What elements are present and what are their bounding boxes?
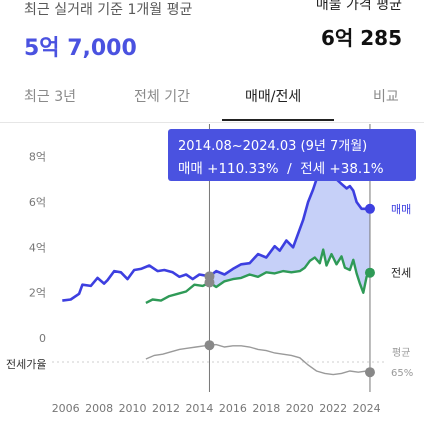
tooltip-jeonse-change: +38.1% [329, 161, 384, 177]
price-basis-subtitle: 최근 실거래 기준 1개월 평균 [24, 2, 193, 18]
tooltip-sale-label: 매매 [178, 161, 203, 177]
x-tick-label-4: 2014 [185, 402, 213, 415]
y-tick-label-3: 2억 [29, 287, 46, 300]
jeonse-start-point [204, 277, 215, 288]
jeonse-end-label: 전세 [391, 267, 411, 280]
x-tick-label-3: 2012 [152, 402, 180, 415]
x-tick-label-0: 2006 [52, 402, 80, 415]
period-tabs: 최근 3년 전체 기간 매매/전세 비교 [0, 70, 424, 123]
sale-jeonse-gap-area [209, 168, 370, 293]
tab-compare[interactable]: 비교 [373, 89, 399, 105]
listing-average-label: 매물 가격 평균 [315, 0, 402, 13]
tab-sale-jeonse[interactable]: 매매/전세 [245, 89, 302, 105]
tooltip-separator: / [287, 161, 292, 177]
x-tick-label-5: 2016 [219, 402, 247, 415]
price-chart[interactable]: 8억 6억 4억 2억 0 2006 2008 2010 2012 2014 2016 2018 202… [0, 124, 424, 424]
tooltip-period: 2014.08~2024.03 (9년 7개월) [178, 139, 368, 154]
x-tick-label-2: 2010 [119, 402, 147, 415]
jeonse-ratio-line [145, 343, 371, 376]
tooltip-sale-change: +110.33% [207, 161, 279, 177]
x-tick-label-7: 2020 [286, 402, 314, 415]
y-tick-label-1: 6억 [29, 196, 46, 209]
y-tick-label-4: 0 [39, 332, 46, 345]
x-tick-label-9: 2024 [353, 402, 381, 415]
ratio-end-point [364, 367, 375, 378]
ratio-row-label: 전세가율 [6, 358, 46, 371]
recent-average-price: 5억 7,000 [24, 36, 137, 61]
tab-all-period[interactable]: 전체 기간 [134, 89, 190, 105]
ratio-start-point [204, 340, 215, 351]
sale-end-label: 매매 [391, 203, 411, 216]
y-tick-label-2: 4억 [29, 241, 46, 254]
ratio-average-label: 평균 [392, 347, 410, 359]
tooltip-jeonse-label: 전세 [300, 161, 326, 177]
tab-recent-3-years[interactable]: 최근 3년 [24, 89, 76, 105]
ratio-average-value: 65% [391, 368, 413, 379]
y-tick-label-0: 8억 [29, 151, 46, 164]
x-tick-label-1: 2008 [85, 402, 113, 415]
sale-end-point [364, 203, 375, 214]
active-tab-underline [222, 119, 334, 121]
x-tick-label-8: 2022 [319, 402, 347, 415]
tooltip-changes: 매매 +110.33% / 전세 +38.1% [178, 157, 406, 177]
range-tooltip: 2014.08~2024.03 (9년 7개월) 매매 +110.33% / 전… [168, 129, 416, 181]
jeonse-price-line [145, 248, 371, 304]
x-tick-label-6: 2018 [252, 402, 280, 415]
jeonse-end-point [364, 267, 375, 278]
listing-average-value: 6억 285 [320, 26, 402, 50]
